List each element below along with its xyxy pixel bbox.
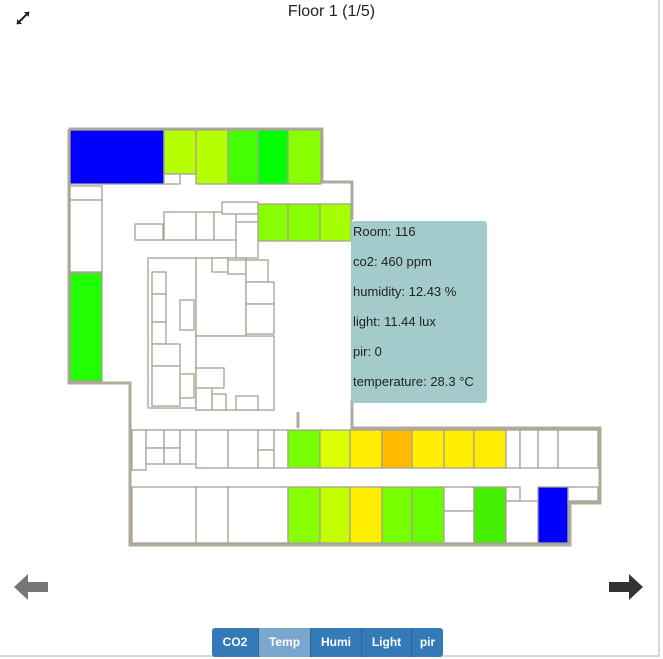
room[interactable]	[567, 486, 599, 502]
room[interactable]	[227, 486, 289, 544]
room[interactable]	[134, 223, 164, 241]
room[interactable]	[537, 429, 559, 469]
room[interactable]	[473, 486, 507, 544]
tooltip-temperature: temperature: 28.3 °C	[353, 374, 474, 389]
room[interactable]	[557, 429, 599, 469]
room[interactable]	[319, 429, 351, 469]
room[interactable]	[235, 395, 259, 411]
room[interactable]	[235, 221, 259, 259]
central-core-rooms	[147, 257, 275, 411]
room[interactable]	[411, 429, 445, 469]
room[interactable]	[505, 429, 521, 469]
room[interactable]	[319, 203, 352, 242]
tooltip-pir: pir: 0	[353, 344, 382, 359]
room[interactable]	[537, 486, 569, 544]
room[interactable]	[221, 201, 259, 215]
room[interactable]	[163, 447, 181, 465]
co2-button[interactable]: CO2	[212, 628, 259, 657]
room[interactable]	[163, 173, 181, 185]
tooltip-humidity: humidity: 12.43 %	[353, 284, 457, 299]
room[interactable]	[349, 486, 383, 544]
room[interactable]	[519, 429, 539, 469]
room[interactable]	[151, 271, 167, 295]
room[interactable]	[131, 486, 197, 544]
room[interactable]	[505, 500, 539, 544]
room[interactable]	[227, 429, 259, 469]
room[interactable]	[257, 449, 275, 469]
room[interactable]	[245, 259, 269, 283]
room[interactable]	[69, 272, 103, 382]
room[interactable]	[151, 343, 181, 367]
south-wing-lower-rooms	[131, 486, 599, 544]
room[interactable]	[211, 393, 227, 411]
tooltip-room: Room: 116	[353, 224, 416, 239]
room[interactable]	[443, 429, 475, 469]
expand-arrows-icon[interactable]	[14, 9, 32, 27]
pir-button[interactable]: pir	[412, 628, 443, 657]
room[interactable]	[287, 129, 322, 185]
room[interactable]	[349, 429, 383, 469]
room[interactable]	[227, 259, 247, 275]
room[interactable]	[505, 486, 521, 502]
tooltip-light: light: 11.44 lux	[353, 314, 436, 329]
room[interactable]	[195, 486, 229, 544]
room[interactable]	[179, 299, 195, 331]
room[interactable]	[443, 486, 475, 512]
tooltip-co2: co2: 460 ppm	[353, 254, 432, 269]
room[interactable]	[151, 365, 181, 407]
room[interactable]	[69, 185, 103, 201]
top-wing-rooms	[69, 129, 352, 242]
room[interactable]	[195, 387, 213, 411]
room[interactable]	[163, 429, 181, 449]
room[interactable]	[257, 203, 289, 242]
humi-button[interactable]: Humi	[311, 628, 362, 657]
west-wing-rooms	[69, 185, 259, 382]
room[interactable]	[245, 303, 275, 335]
room-tooltip: Room: 116 co2: 460 ppm humidity: 12.43 %…	[351, 221, 487, 403]
room[interactable]	[411, 486, 445, 544]
room[interactable]	[287, 203, 321, 242]
arrow-left-icon[interactable]	[12, 572, 50, 602]
room[interactable]	[145, 429, 165, 449]
room[interactable]	[179, 373, 195, 399]
room[interactable]	[257, 129, 289, 185]
room[interactable]	[163, 129, 197, 175]
temp-button[interactable]: Temp	[259, 628, 311, 657]
room[interactable]	[69, 199, 103, 273]
room[interactable]	[195, 129, 229, 185]
room[interactable]	[213, 211, 237, 241]
room[interactable]	[319, 486, 351, 544]
room[interactable]	[287, 429, 321, 469]
sensor-toggle-group: CO2 Temp Humi Light pir	[212, 628, 443, 657]
arrow-right-icon[interactable]	[607, 572, 645, 602]
room[interactable]	[131, 429, 147, 471]
room[interactable]	[211, 257, 229, 273]
room[interactable]	[151, 293, 167, 323]
room[interactable]	[195, 367, 225, 389]
floor-title: Floor 1 (1/5)	[287, 3, 376, 20]
room[interactable]	[245, 281, 275, 305]
room[interactable]	[381, 429, 413, 469]
room[interactable]	[163, 211, 197, 241]
room[interactable]	[381, 486, 413, 544]
room[interactable]	[145, 447, 165, 465]
room[interactable]	[287, 486, 321, 544]
room[interactable]	[473, 429, 507, 469]
room[interactable]	[257, 429, 275, 451]
light-button[interactable]: Light	[362, 628, 412, 657]
building-walls	[67, 127, 602, 547]
south-wing-upper-rooms	[131, 429, 599, 471]
room[interactable]	[69, 129, 165, 185]
room[interactable]	[227, 129, 259, 185]
room[interactable]	[195, 211, 215, 241]
room[interactable]	[195, 429, 229, 469]
room[interactable]	[151, 321, 167, 345]
room[interactable]	[443, 510, 475, 544]
room[interactable]	[273, 429, 289, 469]
room[interactable]	[179, 429, 197, 465]
